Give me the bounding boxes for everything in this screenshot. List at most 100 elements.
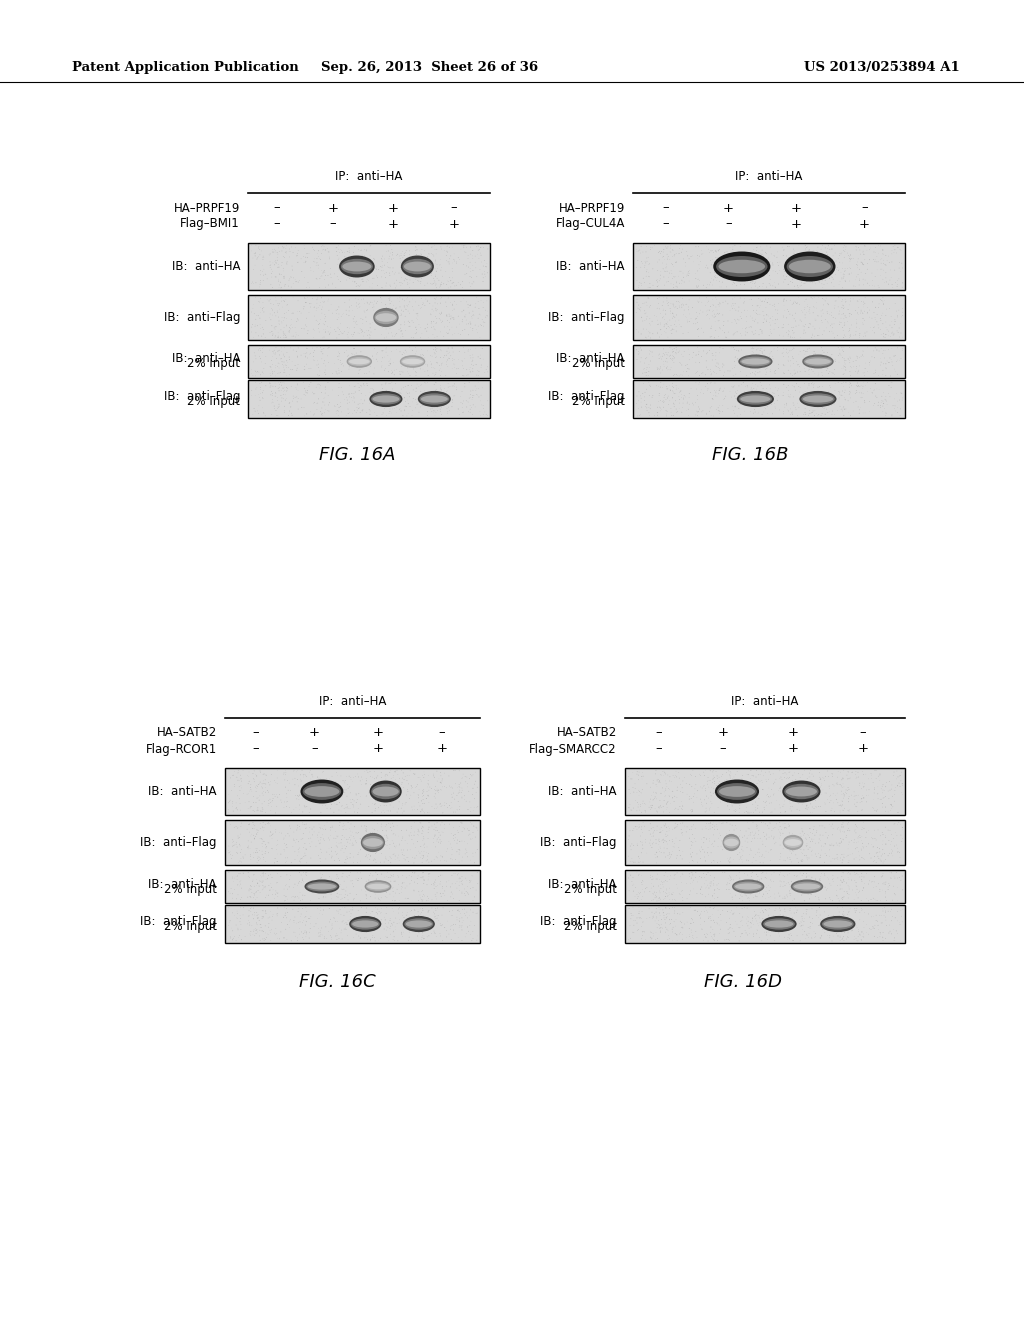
Point — [268, 252, 285, 273]
Point — [724, 312, 740, 333]
Point — [432, 379, 449, 400]
Point — [711, 352, 727, 374]
Point — [240, 862, 256, 883]
Point — [892, 846, 908, 867]
Point — [681, 788, 697, 809]
Point — [780, 350, 797, 371]
Point — [629, 907, 645, 928]
Point — [657, 304, 674, 325]
Point — [781, 824, 798, 845]
Point — [884, 793, 900, 814]
Point — [353, 383, 370, 404]
Point — [312, 801, 329, 822]
Point — [670, 903, 686, 924]
Point — [249, 906, 265, 927]
Point — [854, 833, 870, 854]
Point — [873, 845, 890, 866]
Point — [850, 264, 866, 285]
Point — [626, 915, 642, 936]
Point — [853, 929, 869, 950]
Point — [877, 397, 893, 418]
Text: +: + — [449, 218, 459, 231]
Point — [472, 405, 488, 426]
Point — [790, 362, 806, 383]
Point — [262, 873, 279, 894]
Point — [367, 909, 383, 931]
Point — [631, 903, 647, 924]
Point — [257, 843, 273, 865]
Point — [776, 767, 793, 788]
Point — [807, 273, 823, 294]
Point — [413, 791, 429, 812]
Point — [727, 355, 743, 376]
Point — [653, 797, 670, 818]
Point — [267, 318, 284, 339]
Point — [688, 400, 705, 421]
Point — [411, 841, 427, 862]
Point — [251, 909, 267, 931]
Point — [446, 354, 463, 375]
Point — [387, 772, 403, 793]
Point — [467, 314, 483, 335]
Point — [440, 338, 457, 359]
Point — [387, 277, 403, 298]
Point — [752, 362, 768, 383]
Point — [378, 314, 394, 335]
Point — [799, 302, 815, 323]
Point — [873, 338, 890, 359]
Point — [433, 302, 450, 323]
Point — [416, 828, 432, 849]
Point — [362, 766, 379, 787]
Point — [818, 360, 835, 381]
Point — [710, 310, 726, 331]
Point — [868, 312, 885, 333]
Point — [381, 403, 397, 424]
Point — [658, 799, 675, 820]
Point — [788, 374, 805, 395]
Point — [775, 240, 792, 261]
Point — [648, 783, 665, 804]
Point — [631, 817, 647, 838]
Point — [679, 264, 695, 285]
Point — [356, 239, 373, 260]
Point — [309, 288, 326, 309]
Point — [884, 779, 900, 800]
Point — [373, 851, 389, 873]
Point — [334, 836, 350, 857]
Point — [336, 904, 352, 925]
Point — [333, 354, 349, 375]
Point — [696, 867, 713, 888]
Point — [252, 760, 268, 781]
Point — [446, 251, 463, 272]
Point — [400, 310, 417, 331]
Point — [272, 348, 289, 370]
Point — [443, 822, 460, 843]
Point — [886, 346, 902, 367]
Point — [247, 385, 263, 407]
Point — [630, 851, 646, 873]
Point — [453, 871, 469, 892]
Point — [849, 380, 865, 401]
Point — [712, 358, 728, 379]
Point — [870, 251, 887, 272]
Point — [729, 321, 745, 342]
Point — [461, 256, 477, 277]
Point — [720, 832, 736, 853]
Point — [666, 396, 682, 417]
Point — [232, 842, 249, 863]
Point — [805, 315, 821, 337]
Point — [690, 396, 707, 417]
Point — [691, 906, 708, 927]
Point — [820, 294, 837, 315]
Point — [742, 912, 759, 933]
Point — [279, 294, 295, 315]
Point — [814, 325, 830, 346]
Point — [792, 913, 808, 935]
Point — [876, 354, 892, 375]
Point — [473, 315, 489, 337]
Point — [848, 884, 864, 906]
Point — [702, 813, 719, 834]
Point — [376, 399, 392, 420]
Point — [451, 851, 467, 873]
Point — [733, 267, 750, 288]
